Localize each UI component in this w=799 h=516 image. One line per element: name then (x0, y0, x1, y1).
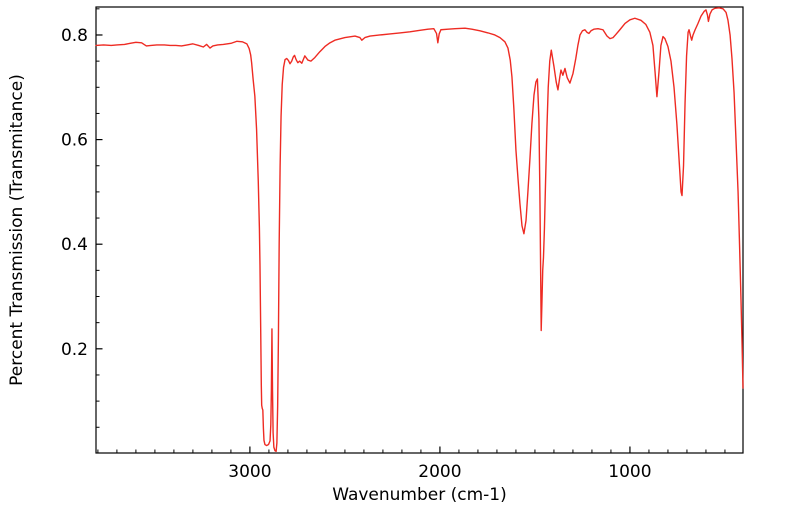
x-tick-label: 1000 (608, 462, 651, 482)
x-tick-label: 3000 (228, 462, 271, 482)
x-axis-label: Wavenumber (cm-1) (332, 485, 507, 505)
x-tick-label: 2000 (418, 462, 461, 482)
y-tick-label: 0.2 (61, 340, 88, 360)
spectrum-line (95, 7, 744, 453)
y-tick-label: 0.6 (61, 131, 88, 151)
y-tick-label: 0.8 (61, 26, 88, 46)
y-axis-label: Percent Transmission (Transmitance) (7, 74, 27, 386)
plot-border (95, 6, 744, 454)
y-tick-label: 0.4 (61, 235, 88, 255)
